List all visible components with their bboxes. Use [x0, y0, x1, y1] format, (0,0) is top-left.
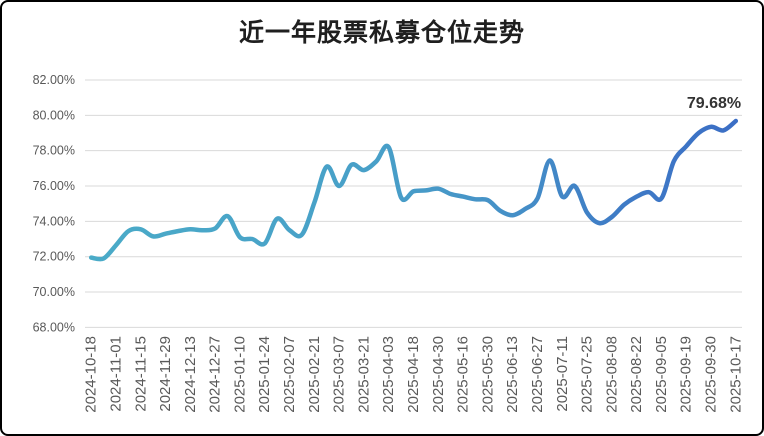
x-axis-tick-label: 2024-10-18 — [83, 336, 100, 413]
x-axis-tick-label: 2024-11-01 — [107, 336, 124, 412]
x-axis-tick-label: 2024-11-15 — [132, 336, 149, 412]
x-axis-tick-label: 2024-11-29 — [157, 336, 174, 412]
x-axis-tick-label: 2025-10-17 — [727, 336, 744, 413]
x-axis-tick-label: 2025-09-30 — [703, 336, 720, 413]
y-axis-tick-label: 80.00% — [33, 108, 75, 122]
x-axis-tick-label: 2024-12-27 — [207, 336, 224, 413]
x-axis-tick-label: 2025-09-05 — [653, 336, 670, 413]
trend-line — [88, 118, 739, 262]
x-axis-tick-label: 2025-08-08 — [603, 336, 620, 413]
y-axis-tick-label: 76.00% — [33, 179, 75, 193]
y-axis-tick-label: 70.00% — [33, 285, 75, 299]
x-axis-tick-label: 2025-07-11 — [554, 336, 571, 412]
x-axis-tick-label: 2025-04-30 — [430, 336, 447, 413]
x-axis-tick-label: 2024-12-13 — [182, 336, 199, 413]
y-axis-tick-label: 72.00% — [33, 250, 75, 264]
x-axis-tick-label: 2025-02-21 — [306, 336, 323, 413]
x-axis-tick-label: 2025-04-18 — [405, 336, 422, 413]
x-axis-tick-label: 2025-06-27 — [529, 336, 546, 413]
last-point-data-label: 79.68% — [686, 95, 742, 112]
x-axis-tick-label: 2025-07-25 — [579, 336, 596, 413]
x-axis-tick-label: 2025-08-22 — [628, 336, 645, 413]
x-axis-tick-label: 2025-01-24 — [256, 336, 273, 413]
chart-title: 近一年股票私募仓位走势 — [238, 18, 525, 47]
x-axis-tick-label: 2025-05-30 — [479, 336, 496, 413]
x-axis-tick-label: 2025-09-19 — [678, 336, 695, 413]
x-axis-tick-label: 2025-03-07 — [331, 336, 348, 413]
x-axis-tick-label: 2025-03-21 — [355, 336, 372, 413]
y-axis-tick-label: 68.00% — [33, 320, 75, 334]
x-axis-tick-label: 2025-04-03 — [380, 336, 397, 413]
y-axis-tick-label: 78.00% — [33, 144, 75, 158]
x-axis-tick-label: 2025-05-16 — [455, 336, 472, 413]
y-axis-tick-label: 74.00% — [33, 214, 75, 228]
x-axis-tick-label: 2025-02-07 — [281, 336, 298, 413]
x-axis-tick-label: 2025-06-13 — [504, 336, 521, 413]
y-axis-tick-label: 82.00% — [33, 73, 75, 87]
x-axis-tick-label: 2025-01-10 — [231, 336, 248, 413]
